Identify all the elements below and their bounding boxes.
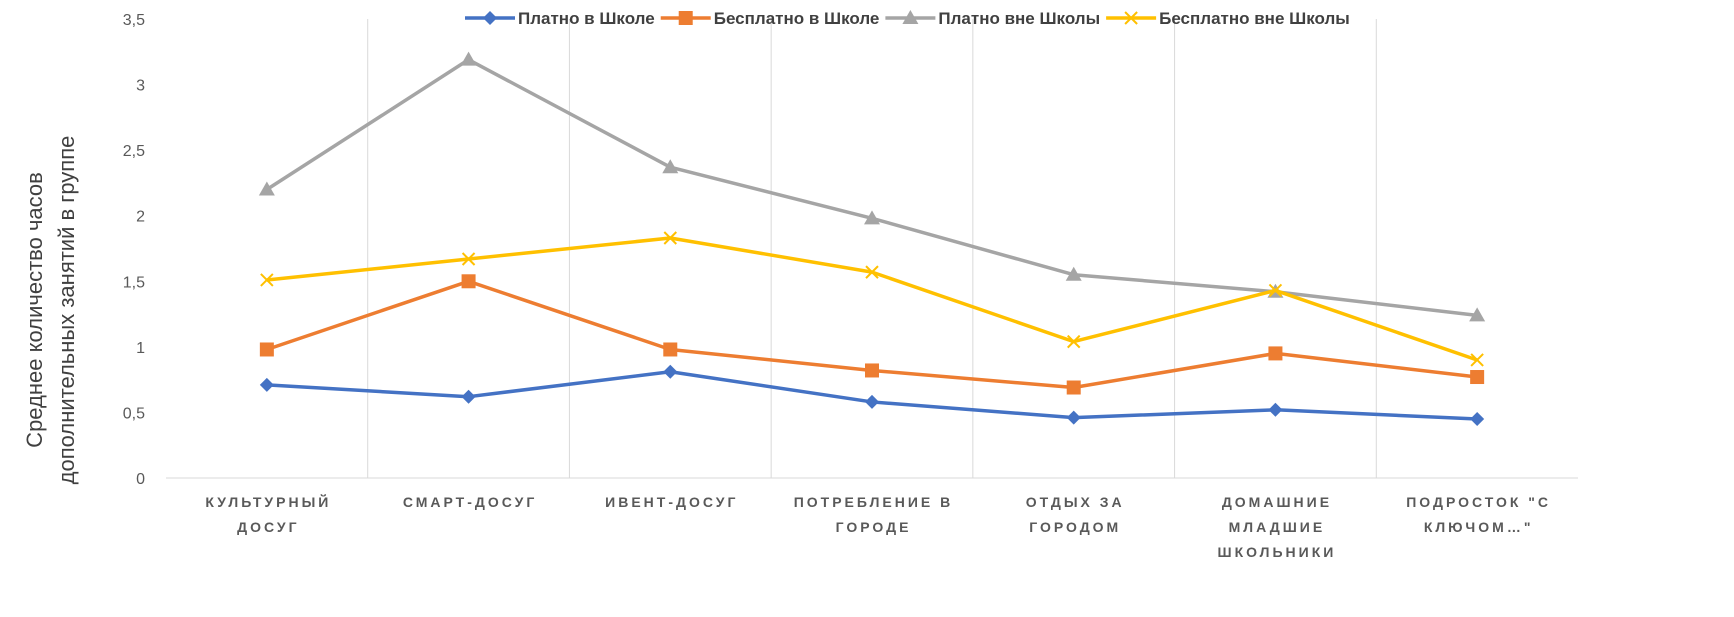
x-tick-label: ПОДРОСТОК "С — [1406, 494, 1551, 510]
x-tick-label: МЛАДШИЕ — [1229, 519, 1326, 535]
y-tick-label: 1 — [136, 340, 145, 357]
legend-marker — [483, 11, 497, 25]
data-point — [1066, 410, 1081, 425]
data-point — [1469, 307, 1486, 322]
x-tick-label: ОТДЫХ ЗА — [1026, 494, 1125, 510]
x-tick-label: ГОРОДЕ — [836, 519, 912, 535]
y-tick-label: 3 — [136, 78, 145, 95]
data-point — [461, 389, 476, 404]
legend-label: Бесплатно в Школе — [714, 9, 880, 28]
legend-marker — [678, 11, 693, 25]
y-axis-title: дополнительных занятий в группе — [54, 136, 79, 485]
y-tick-label: 0 — [136, 471, 145, 488]
data-point — [865, 363, 879, 378]
x-tick-label: КЛЮЧОМ…" — [1424, 519, 1534, 535]
legend-label: Бесплатно вне Школы — [1159, 9, 1350, 28]
data-point — [461, 252, 476, 266]
x-tick-label: ГОРОДОМ — [1029, 519, 1121, 535]
data-point — [260, 273, 274, 287]
data-point — [1470, 370, 1485, 385]
data-point — [662, 159, 679, 174]
legend-marker — [902, 10, 919, 24]
data-point — [1268, 346, 1283, 361]
series-line — [265, 57, 1478, 318]
x-tick-label: ИВЕНТ-ДОСУГ — [605, 494, 738, 510]
x-tick-label: ПОТРЕБЛЕНИЕ В — [794, 494, 954, 510]
data-point — [1470, 411, 1485, 426]
data-point — [865, 394, 879, 409]
y-axis-title: Среднее количество часов — [22, 172, 47, 448]
x-tick-label: КУЛЬТУРНЫЙ — [205, 493, 331, 510]
legend-label: Платно вне Школы — [938, 9, 1100, 28]
y-tick-label: 1,5 — [123, 274, 145, 291]
legend-label: Платно в Школе — [518, 9, 655, 28]
series-line — [266, 236, 1478, 362]
data-point — [1268, 402, 1283, 417]
data-point — [259, 342, 274, 357]
data-point — [1470, 353, 1484, 367]
x-tick-label: ДОСУГ — [237, 519, 299, 535]
data-point — [865, 265, 879, 279]
y-tick-label: 0,5 — [123, 405, 145, 422]
data-point — [663, 364, 678, 379]
data-point — [460, 51, 477, 66]
data-point — [864, 210, 880, 225]
y-tick-label: 3,5 — [123, 12, 145, 29]
data-point — [1268, 283, 1283, 298]
data-point — [663, 342, 678, 357]
data-point — [663, 231, 677, 245]
y-tick-label: 2,5 — [123, 143, 145, 160]
data-point — [1067, 334, 1081, 349]
legend-marker — [1124, 11, 1138, 25]
data-point — [1066, 380, 1081, 395]
x-tick-label: ШКОЛЬНИКИ — [1218, 544, 1337, 560]
data-point — [461, 274, 476, 289]
data-point — [258, 181, 275, 196]
data-point — [1065, 266, 1082, 281]
data-point — [259, 377, 274, 392]
y-tick-label: 2 — [136, 209, 145, 226]
x-tick-label: ДОМАШНИЕ — [1222, 494, 1332, 510]
x-tick-label: СМАРТ-ДОСУГ — [403, 494, 538, 510]
